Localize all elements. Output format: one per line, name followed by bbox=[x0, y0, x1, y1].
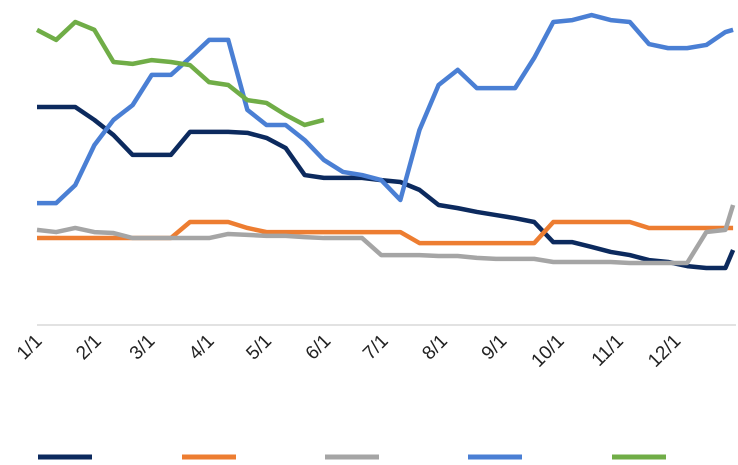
series-line bbox=[36, 204, 736, 266]
x-tick-label: 8/1 bbox=[418, 331, 452, 365]
x-tick-label: 4/1 bbox=[185, 331, 219, 365]
x-tick-label: 7/1 bbox=[359, 331, 393, 365]
x-tick-label: 9/1 bbox=[478, 331, 512, 365]
series-line bbox=[35, 19, 325, 128]
x-tick-label: 1/1 bbox=[13, 331, 47, 365]
x-tick-label: 6/1 bbox=[302, 331, 336, 365]
x-tick-label: 11/1 bbox=[588, 331, 628, 371]
x-tick-label: 5/1 bbox=[242, 331, 276, 365]
x-tick-label: 10/1 bbox=[528, 331, 569, 372]
series-line bbox=[37, 12, 734, 206]
series-line bbox=[37, 104, 736, 271]
x-tick-label: 2/1 bbox=[72, 331, 106, 365]
x-tick-label: 3/1 bbox=[126, 331, 160, 365]
x-tick-label: 12/1 bbox=[644, 331, 685, 372]
